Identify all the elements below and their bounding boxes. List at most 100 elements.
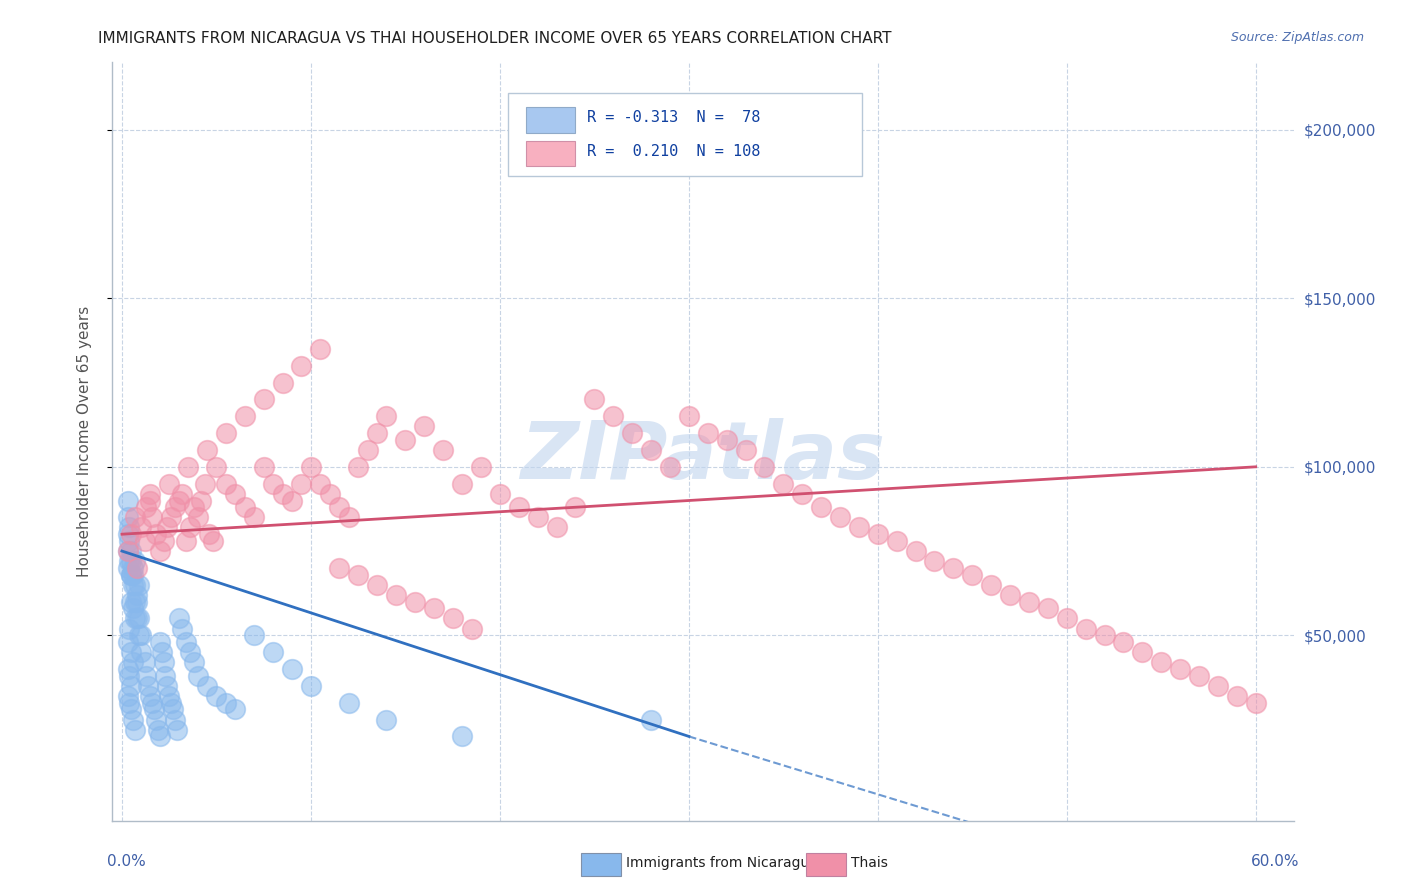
- Point: [980, 578, 1002, 592]
- Point: [1188, 669, 1211, 683]
- Point: [253, 459, 276, 474]
- Point: [117, 544, 139, 558]
- Point: [224, 702, 246, 716]
- Point: [356, 442, 378, 457]
- Point: [156, 679, 179, 693]
- Point: [328, 561, 350, 575]
- Point: [120, 544, 142, 558]
- Point: [772, 476, 794, 491]
- Point: [640, 713, 662, 727]
- Point: [1244, 696, 1267, 710]
- Point: [1094, 628, 1116, 642]
- Point: [149, 730, 172, 744]
- Point: [122, 561, 145, 575]
- Point: [118, 696, 141, 710]
- FancyBboxPatch shape: [508, 93, 862, 177]
- Point: [129, 628, 152, 642]
- Point: [262, 645, 284, 659]
- Point: [139, 493, 162, 508]
- Point: [375, 713, 398, 727]
- Point: [124, 723, 146, 737]
- Point: [162, 702, 184, 716]
- Text: ZIPatlas: ZIPatlas: [520, 417, 886, 496]
- Point: [233, 409, 256, 424]
- Point: [290, 476, 312, 491]
- Point: [233, 500, 256, 515]
- Point: [290, 359, 312, 373]
- Point: [1130, 645, 1153, 659]
- Point: [167, 493, 190, 508]
- Point: [122, 713, 145, 727]
- Point: [441, 611, 464, 625]
- Point: [135, 500, 157, 515]
- Point: [243, 510, 266, 524]
- Point: [118, 520, 141, 534]
- Point: [583, 392, 606, 407]
- Point: [128, 611, 150, 625]
- Point: [125, 594, 148, 608]
- Point: [157, 476, 180, 491]
- Point: [179, 520, 201, 534]
- Point: [413, 419, 436, 434]
- Point: [205, 689, 228, 703]
- Point: [998, 588, 1021, 602]
- Point: [432, 442, 454, 457]
- Point: [128, 628, 150, 642]
- Point: [149, 635, 172, 649]
- Point: [886, 533, 908, 548]
- Point: [172, 622, 194, 636]
- Point: [118, 622, 141, 636]
- Point: [404, 594, 426, 608]
- Point: [205, 459, 228, 474]
- Point: [160, 510, 183, 524]
- Point: [451, 730, 474, 744]
- Point: [149, 544, 172, 558]
- Point: [198, 527, 221, 541]
- Point: [120, 567, 142, 582]
- Point: [138, 679, 160, 693]
- Point: [678, 409, 700, 424]
- Point: [141, 696, 163, 710]
- Point: [124, 554, 146, 568]
- Point: [124, 510, 146, 524]
- Text: Thais: Thais: [851, 856, 887, 871]
- Point: [129, 520, 152, 534]
- Point: [658, 459, 681, 474]
- Point: [124, 611, 146, 625]
- Point: [470, 459, 492, 474]
- Point: [129, 645, 152, 659]
- Point: [1056, 611, 1078, 625]
- Point: [160, 696, 183, 710]
- Point: [375, 409, 398, 424]
- Point: [810, 500, 832, 515]
- Point: [299, 459, 322, 474]
- Point: [1074, 622, 1097, 636]
- Point: [179, 645, 201, 659]
- Point: [489, 487, 512, 501]
- Point: [155, 669, 177, 683]
- Point: [156, 520, 179, 534]
- Point: [118, 533, 141, 548]
- Point: [190, 493, 212, 508]
- Point: [125, 588, 148, 602]
- Point: [347, 567, 370, 582]
- Text: 60.0%: 60.0%: [1251, 855, 1299, 869]
- Point: [152, 533, 174, 548]
- Point: [163, 500, 186, 515]
- Point: [125, 611, 148, 625]
- Point: [508, 500, 530, 515]
- Point: [134, 533, 156, 548]
- Point: [792, 487, 814, 501]
- Point: [385, 588, 408, 602]
- Point: [253, 392, 276, 407]
- Point: [734, 442, 756, 457]
- Point: [145, 527, 167, 541]
- Point: [128, 578, 150, 592]
- Point: [183, 500, 205, 515]
- Point: [167, 611, 190, 625]
- Point: [904, 544, 927, 558]
- Point: [120, 567, 142, 582]
- Point: [122, 567, 145, 582]
- Point: [754, 459, 776, 474]
- Point: [1150, 655, 1173, 669]
